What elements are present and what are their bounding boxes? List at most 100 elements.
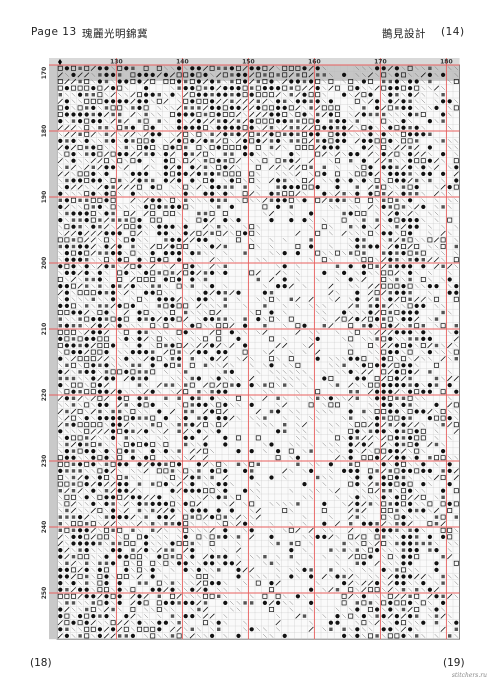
stitch-symbol	[414, 600, 419, 605]
stitch-symbol	[361, 561, 367, 566]
stitch-symbol	[434, 343, 439, 348]
stitch-symbol	[229, 158, 235, 164]
stitch-symbol	[316, 475, 320, 480]
stitch-symbol	[91, 369, 96, 375]
stitch-symbol	[361, 548, 366, 553]
stitch-symbol	[64, 105, 70, 111]
stitch-symbol	[453, 428, 459, 434]
stitch-symbol	[407, 508, 413, 513]
stitch-symbol	[163, 79, 169, 84]
stitch-symbol	[415, 251, 419, 255]
stitch-symbol	[355, 541, 360, 546]
stitch-symbol	[183, 303, 189, 309]
stitch-symbol	[90, 237, 96, 243]
stitch-symbol	[97, 349, 103, 355]
stitch-symbol	[216, 138, 222, 144]
stitch-symbol	[97, 548, 102, 553]
stitch-symbol	[408, 277, 412, 282]
stitch-symbol	[210, 125, 215, 130]
stitch-symbol	[394, 574, 400, 579]
stitch-symbol	[407, 501, 413, 507]
stitch-symbol	[97, 316, 103, 322]
stitch-symbol	[269, 528, 274, 533]
stitch-symbol	[355, 383, 360, 388]
stitch-symbol	[447, 66, 452, 71]
stitch-symbol	[434, 567, 439, 573]
footer-right-number: (19)	[443, 657, 465, 669]
stitch-symbol	[156, 607, 162, 612]
stitch-symbol	[414, 132, 419, 137]
stitch-symbol	[275, 144, 281, 151]
stitch-symbol	[387, 356, 393, 362]
stitch-symbol	[216, 514, 222, 520]
stitch-symbol	[64, 448, 70, 454]
stitch-symbol	[97, 323, 103, 328]
stitch-symbol	[57, 237, 63, 243]
stitch-symbol	[136, 521, 143, 527]
stitch-symbol	[414, 468, 420, 474]
stitch-symbol	[64, 204, 70, 210]
stitch-symbol	[256, 191, 261, 196]
stitch-symbol	[388, 481, 393, 487]
stitch-symbol	[414, 422, 420, 428]
stitch-symbol	[196, 422, 202, 428]
stitch-symbol	[242, 138, 248, 144]
stitch-symbol	[262, 257, 267, 262]
stitch-symbol	[401, 316, 406, 322]
stitch-symbol	[197, 211, 201, 216]
stitch-symbol	[374, 587, 380, 593]
stitch-symbol	[130, 402, 135, 407]
stitch-symbol	[77, 422, 83, 428]
stitch-symbol	[315, 416, 320, 421]
stitch-symbol	[97, 488, 102, 493]
stitch-symbol	[440, 600, 446, 606]
stitch-symbol	[381, 382, 386, 388]
stitch-symbol	[401, 277, 406, 282]
stitch-symbol	[97, 528, 102, 533]
stitch-symbol	[400, 164, 407, 170]
stitch-symbol	[434, 323, 439, 328]
stitch-symbol	[85, 198, 89, 202]
stitch-symbol	[189, 171, 195, 177]
stitch-symbol	[144, 244, 149, 249]
stitch-symbol	[71, 580, 76, 586]
stitch-symbol	[394, 79, 400, 84]
stitch-symbol	[328, 422, 333, 427]
stitch-symbol	[348, 191, 353, 196]
stitch-symbol	[77, 171, 83, 177]
stitch-symbol	[309, 303, 314, 308]
stitch-symbol	[388, 85, 393, 91]
stitch-symbol	[295, 152, 300, 157]
stitch-symbol	[408, 204, 413, 209]
stitch-symbol	[144, 112, 148, 117]
stitch-symbol	[282, 270, 287, 275]
stitch-symbol	[144, 567, 149, 572]
stitch-symbol	[202, 78, 209, 85]
stitch-symbol	[71, 489, 76, 493]
stitch-symbol	[354, 329, 360, 335]
stitch-symbol	[447, 415, 452, 421]
stitch-symbol	[123, 184, 129, 190]
stitch-symbol	[420, 151, 426, 157]
stitch-symbol	[255, 310, 261, 315]
stitch-symbol	[394, 422, 400, 428]
stitch-symbol	[104, 231, 109, 236]
stitch-symbol	[163, 422, 168, 427]
stitch-symbol	[368, 323, 373, 328]
stitch-symbol	[441, 303, 446, 308]
stitch-symbol	[196, 349, 202, 355]
stitch-symbol	[84, 409, 89, 414]
stitch-symbol	[361, 310, 366, 315]
stitch-symbol	[375, 337, 379, 341]
stitch-symbol	[177, 402, 182, 407]
stitch-symbol	[421, 303, 426, 309]
stitch-symbol	[308, 527, 314, 533]
stitch-symbol	[394, 580, 400, 586]
stitch-symbol	[184, 145, 188, 150]
stitch-symbol	[71, 317, 76, 322]
stitch-symbol	[117, 330, 122, 335]
stitch-symbol	[58, 495, 63, 500]
stitch-symbol	[408, 172, 412, 176]
stitch-symbol	[381, 138, 387, 144]
stitch-symbol	[381, 132, 386, 137]
